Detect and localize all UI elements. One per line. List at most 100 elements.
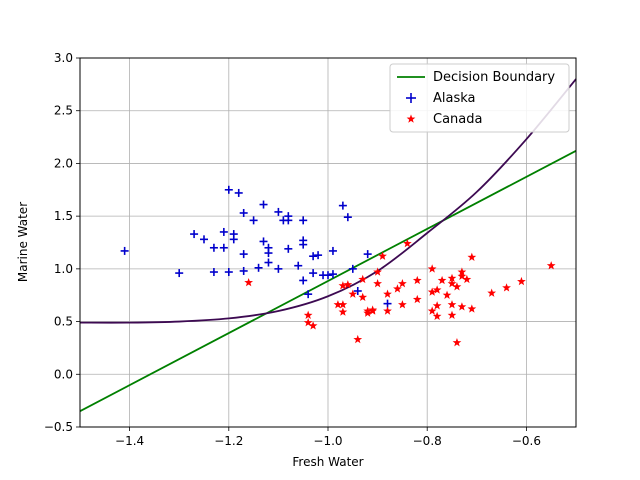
legend-label-alaska: Alaska xyxy=(433,91,476,106)
alaska-point xyxy=(309,252,318,261)
decision-boundary-line xyxy=(79,149,577,412)
alaska-point xyxy=(239,266,248,275)
canada-point xyxy=(487,288,497,297)
alaska-point xyxy=(259,237,268,246)
canada-point xyxy=(502,283,511,292)
alaska-point xyxy=(224,268,233,277)
alaska-point xyxy=(309,269,318,278)
alaska-point xyxy=(264,258,273,267)
legend-label-canada: Canada xyxy=(433,112,482,127)
alaska-point xyxy=(219,243,228,252)
y-tick-label: 1.5 xyxy=(54,209,73,223)
alaska-point xyxy=(304,290,313,299)
canada-point xyxy=(383,289,392,298)
canada-point xyxy=(447,310,457,319)
alaska-point xyxy=(314,251,323,260)
legend-star-marker xyxy=(406,114,416,123)
canada-point xyxy=(467,304,477,313)
canada-point xyxy=(368,306,378,315)
y-tick-label: 1.0 xyxy=(54,262,73,276)
alaska-point xyxy=(383,299,392,308)
canada-point xyxy=(457,302,467,311)
x-tick-label: −1.2 xyxy=(214,434,243,448)
canada-point xyxy=(517,276,526,286)
alaska-point xyxy=(249,216,258,225)
alaska-point xyxy=(343,213,352,222)
canada-point xyxy=(333,300,343,309)
canada-point xyxy=(373,279,382,288)
alaska-point xyxy=(284,244,293,253)
canada-point xyxy=(432,301,442,310)
canada-point xyxy=(338,307,348,316)
canada-point xyxy=(343,280,353,289)
canada-point xyxy=(412,294,422,304)
legend-plus-marker xyxy=(406,93,416,103)
alaska-point xyxy=(219,227,228,236)
alaska-point xyxy=(224,185,233,194)
y-tick-label: 0.0 xyxy=(54,367,73,381)
legend-label-decision-boundary: Decision Boundary xyxy=(433,70,555,85)
canada-point xyxy=(378,251,387,260)
y-axis-label: Marine Water xyxy=(16,202,30,282)
x-tick-label: −1.4 xyxy=(115,434,144,448)
canada-point xyxy=(338,300,348,309)
x-axis-label: Fresh Water xyxy=(292,455,363,469)
canada-point xyxy=(447,273,457,283)
alaska-point xyxy=(259,200,268,209)
canada-point xyxy=(338,281,348,290)
canada-point xyxy=(363,308,373,317)
alaska-point xyxy=(324,271,332,280)
y-tick-label: 3.0 xyxy=(54,51,73,65)
alaska-point xyxy=(209,268,218,277)
alaska-point xyxy=(175,269,184,278)
canada-point xyxy=(303,310,313,319)
canada-point xyxy=(353,334,363,344)
alaska-point xyxy=(120,246,129,255)
canada-point xyxy=(432,285,442,294)
canada-point xyxy=(303,318,313,327)
alaska-point xyxy=(190,230,199,239)
canada-point xyxy=(452,338,462,347)
canada-point xyxy=(358,274,368,284)
nonlinear-boundary-curve xyxy=(79,78,577,324)
canada-point xyxy=(244,277,254,287)
alaska-point xyxy=(254,263,263,272)
canada-point xyxy=(457,267,467,276)
decision-boundary-lines xyxy=(79,78,577,412)
canada-point xyxy=(308,321,318,330)
x-tick-label: −0.8 xyxy=(413,434,442,448)
x-tick-label: −0.6 xyxy=(512,434,541,448)
canada-point xyxy=(442,290,452,299)
canada-point xyxy=(412,275,422,285)
alaska-point xyxy=(328,246,337,255)
canada-point xyxy=(427,306,437,315)
canada-point xyxy=(447,300,457,309)
canada-point xyxy=(348,289,358,298)
axis-ticks: −1.4 −1.2 −1.0 −0.8 −0.6 −0.5 0.0 0.5 1.0 1.5 2.0 2… xyxy=(44,51,541,448)
canada-point xyxy=(447,279,457,288)
canada-point xyxy=(427,264,437,273)
canada-point xyxy=(398,300,407,309)
canada-point xyxy=(467,252,477,261)
canada-point xyxy=(358,292,368,302)
canada-point xyxy=(393,284,402,293)
alaska-point xyxy=(353,286,362,295)
canada-point xyxy=(452,282,462,291)
canada-point xyxy=(457,271,467,280)
canada-point xyxy=(427,287,437,296)
canada-point xyxy=(383,306,392,315)
canada-point xyxy=(432,311,442,321)
y-tick-label: 0.5 xyxy=(54,315,73,329)
data-points xyxy=(120,185,556,347)
alaska-point xyxy=(338,201,347,210)
canada-point xyxy=(402,238,412,248)
alaska-point xyxy=(294,261,303,270)
canada-point xyxy=(462,274,472,284)
alaska-point xyxy=(299,276,308,285)
canada-point xyxy=(398,279,407,288)
alaska-point xyxy=(200,235,208,244)
canada-point xyxy=(546,261,556,270)
alaska-point xyxy=(209,243,218,252)
alaska-point xyxy=(234,188,243,197)
